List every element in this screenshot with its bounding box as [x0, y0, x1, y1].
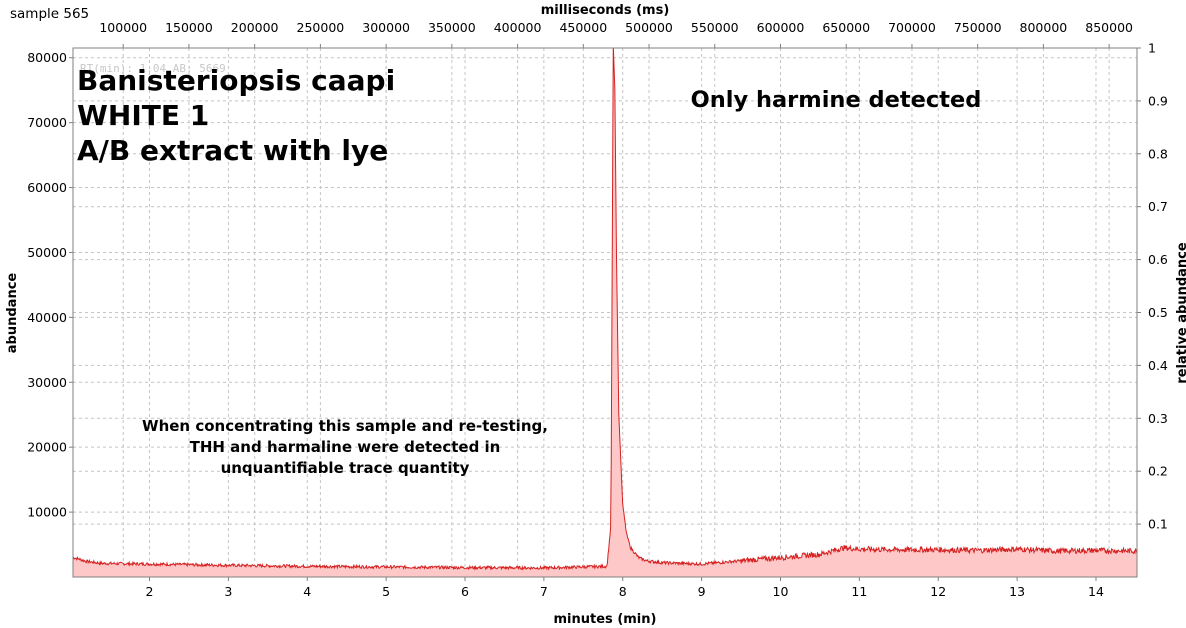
x2-tick-label: 750000	[954, 20, 1002, 35]
plot-data	[73, 48, 1137, 577]
x-tick-label: 11	[851, 584, 867, 599]
y2-tick-label: 0.4	[1148, 358, 1168, 373]
x2-tick-label: 400000	[494, 20, 542, 35]
annotation-note-line1: When concentrating this sample and re-te…	[142, 417, 548, 435]
x2-tick-label: 850000	[1085, 20, 1133, 35]
x-tick-label: 2	[146, 584, 154, 599]
annotation-result: Only harmine detected	[691, 87, 982, 113]
x-tick-label: 7	[540, 584, 548, 599]
y2-tick-label: 0.6	[1148, 252, 1168, 267]
y2-tick-label: 0.7	[1148, 199, 1168, 214]
x2-tick-label: 300000	[362, 20, 410, 35]
y-tick-label: 70000	[27, 115, 67, 130]
window-title: sample 565	[10, 6, 89, 22]
x-tick-label: 13	[1009, 584, 1025, 599]
top-axis-title: milliseconds (ms)	[541, 3, 670, 18]
y-tick-label: 50000	[27, 245, 67, 260]
y-tick-label: 20000	[27, 440, 67, 455]
x2-tick-label: 250000	[297, 20, 345, 35]
right-axis-title: relative abundance	[1175, 242, 1186, 384]
series-line	[73, 48, 1137, 571]
x2-tick-label: 200000	[231, 20, 279, 35]
y2-tick-label: 0.5	[1148, 305, 1168, 320]
x-tick-label: 5	[382, 584, 390, 599]
y2-tick-label: 0.9	[1148, 93, 1168, 108]
annotation-note-line3: unquantifiable trace quantity	[221, 459, 470, 477]
x2-tick-label: 550000	[691, 20, 739, 35]
x-tick-label: 8	[619, 584, 627, 599]
y-tick-label: 30000	[27, 375, 67, 390]
y2-tick-label: 0.8	[1148, 146, 1168, 161]
y-tick-label: 80000	[27, 50, 67, 65]
grid-lines	[73, 47, 1137, 577]
x2-tick-label: 150000	[165, 20, 213, 35]
x-tick-label: 6	[461, 584, 469, 599]
x-tick-label: 9	[698, 584, 706, 599]
x2-tick-label: 100000	[99, 20, 147, 35]
x-tick-label: 3	[224, 584, 232, 599]
annotation-code: WHITE 1	[77, 99, 209, 132]
x-tick-label: 4	[303, 584, 311, 599]
x-tick-label: 10	[773, 584, 789, 599]
bottom-axis-title: minutes (min)	[554, 612, 657, 627]
annotation-note-line2: THH and harmaline were detected in	[190, 438, 501, 456]
y2-tick-label: 1	[1148, 41, 1156, 56]
x-tick-label: 12	[930, 584, 946, 599]
y-tick-label: 10000	[27, 505, 67, 520]
retention-readout: RT(min): 1.04 AB: 5669	[80, 62, 226, 75]
x-tick-label: 14	[1088, 584, 1104, 599]
left-axis-title: abundance	[5, 273, 20, 354]
x2-tick-label: 500000	[625, 20, 673, 35]
y2-tick-label: 0.1	[1148, 517, 1168, 532]
y-tick-label: 40000	[27, 310, 67, 325]
x2-tick-label: 450000	[559, 20, 607, 35]
x2-tick-label: 800000	[1020, 20, 1068, 35]
x2-tick-label: 650000	[822, 20, 870, 35]
y2-tick-label: 0.2	[1148, 464, 1168, 479]
annotation-method: A/B extract with lye	[77, 134, 388, 167]
x2-tick-label: 350000	[428, 20, 476, 35]
x2-tick-label: 600000	[757, 20, 805, 35]
y-tick-label: 60000	[27, 180, 67, 195]
x2-tick-label: 700000	[888, 20, 936, 35]
annotation-species: Banisteriopsis caapi	[77, 64, 395, 97]
y2-tick-label: 0.3	[1148, 411, 1168, 426]
